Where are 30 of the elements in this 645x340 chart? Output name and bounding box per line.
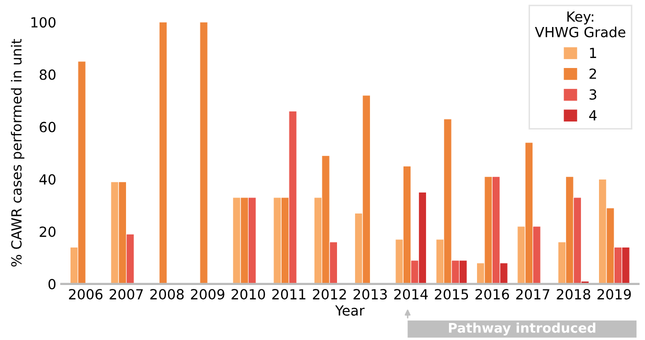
x-tick-label: 2014: [394, 289, 428, 300]
y-tick-label: 20: [40, 226, 56, 238]
bar: [158, 22, 168, 284]
text: Pathway introduced: [448, 322, 596, 336]
y-tick-label: 80: [40, 69, 56, 80]
x-tick-label: 2010: [232, 289, 266, 300]
legend-title: Key: VHWG Grade: [534, 11, 626, 38]
x-tick-label: 2019: [598, 289, 631, 300]
y-tick-label: 100: [31, 17, 56, 28]
legend-label: 2: [590, 68, 596, 79]
y-tick-label: 0: [48, 278, 56, 290]
x-tick-label: 2016: [476, 289, 509, 300]
x-tick-label: 2017: [516, 289, 550, 300]
legend-label: 1: [590, 48, 596, 58]
bar: [200, 22, 208, 284]
y-tick-label: 40: [39, 174, 56, 185]
legend-label: 3: [590, 89, 596, 100]
x-tick-label: 2007: [110, 289, 143, 300]
y-axis-title: % CAWR cases performed in unit: [10, 39, 24, 267]
x-tick-label: 2018: [556, 289, 590, 300]
x-tick-label: 2006: [69, 289, 102, 300]
x-tick-label: 2011: [272, 289, 306, 300]
legend-label: 4: [589, 110, 597, 120]
x-axis-title: Year: [335, 305, 365, 316]
x-tick-label: 2008: [150, 289, 184, 300]
x-tick-label: 2012: [312, 289, 346, 300]
y-tick-label: 60: [40, 122, 56, 132]
x-tick-label: 2009: [190, 289, 224, 300]
x-tick-label: 2015: [434, 289, 468, 300]
x-tick-label: 2013: [354, 289, 387, 300]
